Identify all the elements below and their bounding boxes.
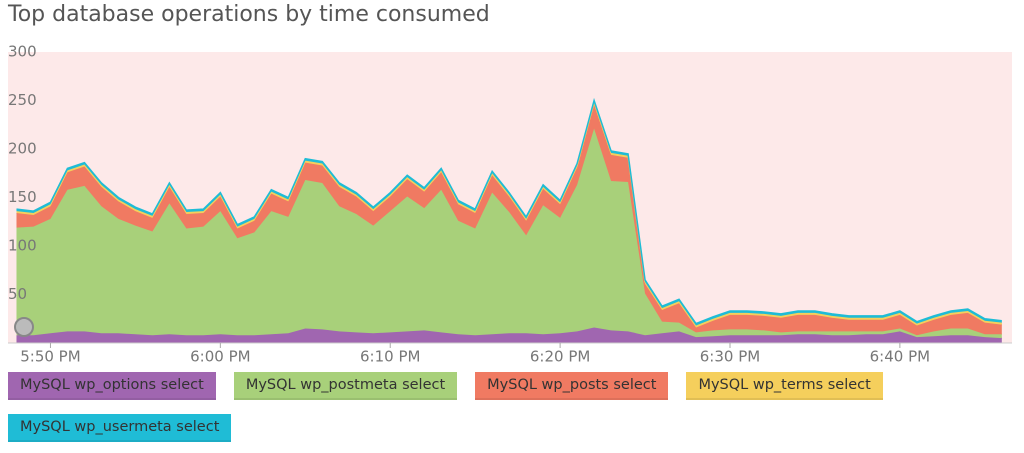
x-tick-label: 6:00 PM	[190, 348, 250, 366]
legend-item[interactable]: MySQL wp_posts select	[475, 372, 669, 400]
y-tick-label: 50	[8, 285, 27, 303]
y-tick-label: 250	[8, 91, 37, 109]
legend-item[interactable]: MySQL wp_postmeta select	[233, 372, 458, 400]
y-tick-label: 150	[8, 188, 37, 206]
reset-icon[interactable]	[14, 317, 34, 337]
legend: MySQL wp_options select MySQL wp_postmeta…	[8, 372, 928, 442]
x-tick-label: 6:30 PM	[700, 348, 760, 366]
x-tick-label: 6:40 PM	[870, 348, 930, 366]
area-top-line	[16, 97, 1002, 325]
legend-item[interactable]: MySQL wp_terms select	[686, 372, 883, 400]
chart: 50 100 150 200 250 300 5:50 PM 6:00 PM 6:10 PM 6:…	[8, 43, 1012, 366]
legend-item[interactable]: MySQL wp_options select	[8, 372, 216, 400]
y-tick-label: 100	[8, 237, 37, 255]
area	[16, 327, 1002, 343]
legend-item[interactable]: MySQL wp_usermeta select	[8, 414, 232, 442]
x-tick-label: 6:20 PM	[530, 348, 590, 366]
y-tick-label: 300	[8, 43, 37, 61]
x-tick-label: 5:50 PM	[20, 348, 80, 366]
y-tick-label: 200	[8, 140, 37, 158]
area	[16, 128, 1002, 339]
chart-title: Top database operations by time consumed	[8, 2, 490, 27]
x-tick-label: 6:10 PM	[360, 348, 420, 366]
